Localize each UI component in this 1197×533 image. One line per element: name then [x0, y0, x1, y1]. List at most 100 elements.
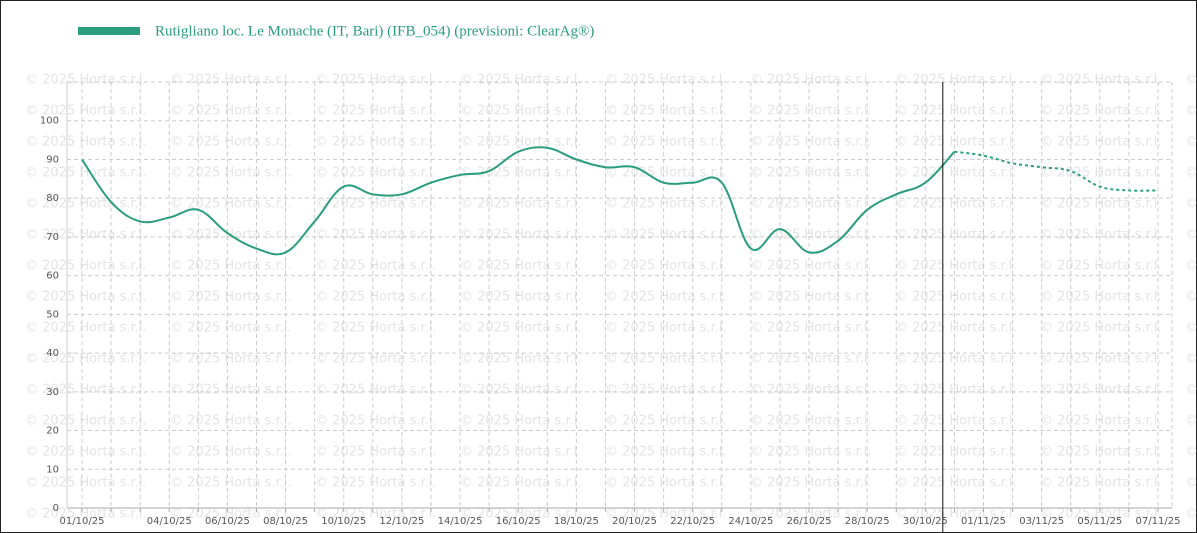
- watermark: © 2025 Horta s.r.l.: [750, 104, 872, 119]
- watermark: © 2025 Horta s.r.l.: [750, 445, 872, 460]
- watermark: © 2025 Horta s.r.l.: [170, 290, 292, 305]
- grid: 0 10 20 30 40 50 60 70 80 90 100 01/10/25 04/10/25 06…: [40, 81, 1180, 527]
- watermark: © 2025 Horta s.r.l.: [460, 166, 582, 181]
- watermark: © 2025 Horta s.r.l.: [170, 73, 292, 88]
- watermark: © 2025 Horta s.r.l.: [1185, 352, 1197, 367]
- legend-swatch: [78, 27, 140, 35]
- series-line: [81, 146, 956, 256]
- watermark: © 2025 Horta s.r.l.: [1185, 104, 1197, 119]
- watermark: © 2025 Horta s.r.l.: [315, 197, 437, 212]
- watermark: © 2025 Horta s.r.l.: [170, 445, 292, 460]
- watermark: © 2025 Horta s.r.l.: [170, 321, 292, 336]
- watermark: © 2025 Horta s.r.l.: [1040, 445, 1162, 460]
- watermark: © 2025 Horta s.r.l.: [1040, 135, 1162, 150]
- watermark: © 2025 Horta s.r.l.: [170, 104, 292, 119]
- watermark: © 2025 Horta s.r.l.: [605, 476, 727, 491]
- watermark: © 2025 Horta s.r.l.: [460, 104, 582, 119]
- watermark: © 2025 Horta s.r.l.: [170, 383, 292, 398]
- watermark: © 2025 Horta s.r.l.: [315, 104, 437, 119]
- watermark: © 2025 Horta s.r.l.: [1040, 166, 1162, 181]
- watermark: © 2025 Horta s.r.l.: [460, 476, 582, 491]
- watermark: © 2025 Horta s.r.l.: [170, 166, 292, 181]
- watermark: © 2025 Horta s.r.l.: [605, 104, 727, 119]
- watermark: © 2025 Horta s.r.l.: [460, 414, 582, 429]
- watermark: © 2025 Horta s.r.l.: [1040, 352, 1162, 367]
- y-tick-label: 20: [46, 426, 59, 437]
- watermark: © 2025 Horta s.r.l.: [895, 73, 1017, 88]
- watermark: © 2025 Horta s.r.l.: [750, 383, 872, 398]
- watermark: © 2025 Horta s.r.l.: [750, 476, 872, 491]
- watermark: © 2025 Horta s.r.l.: [1185, 166, 1197, 181]
- watermark: © 2025 Horta s.r.l.: [750, 352, 872, 367]
- watermark: © 2025 Horta s.r.l.: [1185, 73, 1197, 88]
- watermark: © 2025 Horta s.r.l.: [315, 476, 437, 491]
- watermark: © 2025 Horta s.r.l.: [895, 321, 1017, 336]
- watermark: © 2025 Horta s.r.l.: [895, 135, 1017, 150]
- watermark: © 2025 Horta s.r.l.: [460, 259, 582, 274]
- forecast-line: [954, 150, 1159, 192]
- x-tick-label: 26/10/25: [787, 516, 832, 527]
- watermark: © 2025 Horta s.r.l.: [460, 290, 582, 305]
- x-tick-label: 03/11/25: [1019, 516, 1064, 527]
- watermark: © 2025 Horta s.r.l.: [25, 197, 147, 212]
- watermark: © 2025 Horta s.r.l.: [1185, 135, 1197, 150]
- x-tick-label: 06/10/25: [205, 516, 250, 527]
- watermark: © 2025 Horta s.r.l.: [750, 135, 872, 150]
- watermark: © 2025 Horta s.r.l.: [25, 228, 147, 243]
- watermark: © 2025 Horta s.r.l.: [25, 507, 147, 522]
- watermark: © 2025 Horta s.r.l.: [460, 228, 582, 243]
- watermark: © 2025 Horta s.r.l.: [25, 259, 147, 274]
- watermark: © 2025 Horta s.r.l.: [605, 352, 727, 367]
- watermark: © 2025 Horta s.r.l.: [895, 197, 1017, 212]
- watermark: © 2025 Horta s.r.l.: [25, 104, 147, 119]
- watermark: © 2025 Horta s.r.l.: [605, 197, 727, 212]
- y-tick-label: 80: [46, 193, 59, 204]
- y-tick-label: 40: [46, 348, 59, 359]
- watermark: © 2025 Horta s.r.l.: [895, 104, 1017, 119]
- watermark: © 2025 Horta s.r.l.: [315, 507, 437, 522]
- watermark: © 2025 Horta s.r.l.: [605, 73, 727, 88]
- watermark: © 2025 Horta s.r.l.: [315, 166, 437, 181]
- watermark: © 2025 Horta s.r.l.: [170, 476, 292, 491]
- watermark: © 2025 Horta s.r.l.: [1040, 476, 1162, 491]
- watermark: © 2025 Horta s.r.l.: [750, 73, 872, 88]
- watermark: © 2025 Horta s.r.l.: [1040, 321, 1162, 336]
- watermark: © 2025 Horta s.r.l.: [1040, 383, 1162, 398]
- watermark: © 2025 Horta s.r.l.: [1185, 414, 1197, 429]
- watermark: © 2025 Horta s.r.l.: [895, 166, 1017, 181]
- watermark: © 2025 Horta s.r.l.: [895, 259, 1017, 274]
- watermark: © 2025 Horta s.r.l.: [895, 290, 1017, 305]
- x-tick-label: 08/10/25: [263, 516, 308, 527]
- watermark: © 2025 Horta s.r.l.: [315, 445, 437, 460]
- watermark: © 2025 Horta s.r.l.: [25, 290, 147, 305]
- watermarks: © 2025 Horta s.r.l. © 2025 Horta s.r.l. © …: [25, 73, 1197, 522]
- watermark: © 2025 Horta s.r.l.: [895, 445, 1017, 460]
- watermark: © 2025 Horta s.r.l.: [750, 414, 872, 429]
- watermark: © 2025 Horta s.r.l.: [315, 383, 437, 398]
- x-tick-label: 16/10/25: [496, 516, 541, 527]
- x-tick-label: 10/10/25: [321, 516, 366, 527]
- watermark: © 2025 Horta s.r.l.: [605, 290, 727, 305]
- watermark: © 2025 Horta s.r.l.: [1185, 228, 1197, 243]
- plot: [81, 82, 1159, 533]
- watermark: © 2025 Horta s.r.l.: [1185, 383, 1197, 398]
- legend-label: Rutigliano loc. Le Monache (IT, Bari) (I…: [155, 23, 594, 39]
- watermark: © 2025 Horta s.r.l.: [315, 414, 437, 429]
- watermark: © 2025 Horta s.r.l.: [25, 445, 147, 460]
- watermark: © 2025 Horta s.r.l.: [460, 321, 582, 336]
- watermark: © 2025 Horta s.r.l.: [315, 228, 437, 243]
- watermark: © 2025 Horta s.r.l.: [750, 197, 872, 212]
- watermark: © 2025 Horta s.r.l.: [315, 135, 437, 150]
- watermark: © 2025 Horta s.r.l.: [25, 321, 147, 336]
- watermark: © 2025 Horta s.r.l.: [1185, 445, 1197, 460]
- watermark: © 2025 Horta s.r.l.: [1185, 197, 1197, 212]
- watermark: © 2025 Horta s.r.l.: [25, 166, 147, 181]
- watermark: © 2025 Horta s.r.l.: [1040, 73, 1162, 88]
- watermark: © 2025 Horta s.r.l.: [315, 321, 437, 336]
- x-tick-label: 14/10/25: [438, 516, 483, 527]
- watermark: © 2025 Horta s.r.l.: [1040, 228, 1162, 243]
- watermark: © 2025 Horta s.r.l.: [460, 135, 582, 150]
- watermark: © 2025 Horta s.r.l.: [315, 352, 437, 367]
